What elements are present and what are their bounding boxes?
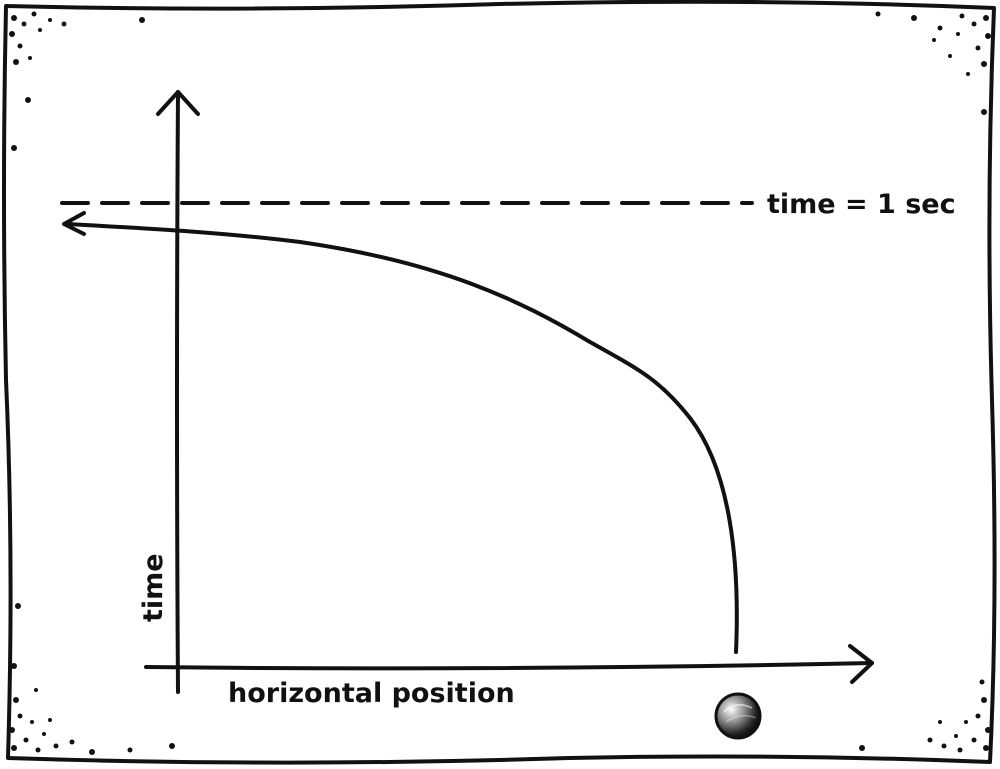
y-axis (156, 90, 200, 694)
reference-line-label: time = 1 sec (767, 189, 956, 220)
x-axis-label: horizontal position (228, 678, 515, 709)
x-axis-arrowhead (848, 644, 874, 684)
trajectory-arrowhead (62, 211, 86, 236)
corner-speckles (9, 11, 991, 755)
ball (714, 692, 762, 740)
y-axis-label: time (138, 553, 169, 622)
x-axis (144, 644, 874, 684)
y-axis-arrowhead (156, 90, 200, 116)
trajectory-curve (66, 222, 739, 654)
